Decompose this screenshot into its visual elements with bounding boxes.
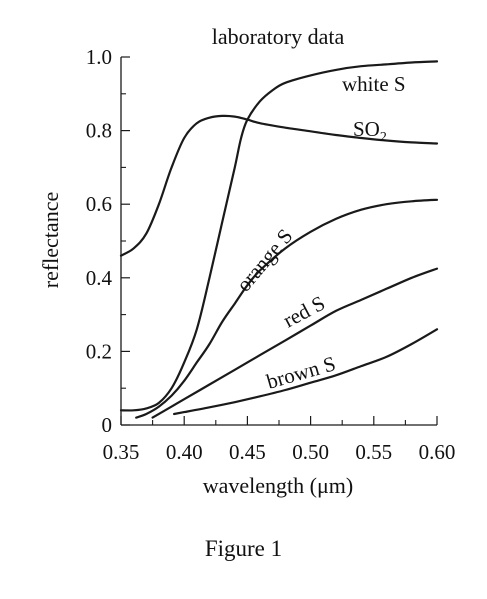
axes: 0 0.2 0.4 0.6 0.8 1.0 0.35 0.40 0.45 0.50 0.55 0.60: [86, 45, 456, 464]
y-axis-label: reflectance: [38, 192, 63, 288]
x-tick-label: 0.50: [292, 440, 329, 464]
y-tick-label: 0.2: [86, 339, 112, 363]
series-line-orange-s: [135, 198, 439, 419]
series-line-red-s: [151, 267, 439, 419]
series-label-white-s: white S: [342, 72, 406, 96]
series-line-so2: [119, 114, 439, 257]
x-tick-label: 0.35: [103, 440, 140, 464]
plot-lines: [119, 60, 439, 419]
x-tick-label: 0.45: [229, 440, 266, 464]
x-tick-label: 0.60: [419, 440, 456, 464]
series-label-brown-s: brown S: [264, 351, 338, 394]
y-tick-label: 0.4: [86, 266, 113, 290]
series-label-so2: SO2: [353, 117, 387, 145]
chart-title: laboratory data: [212, 24, 345, 49]
series-label-red-s: red S: [279, 291, 329, 333]
reflectance-chart: laboratory data 0 0.2 0.4 0.6 0.8 1.0 0.35 0.40…: [38, 24, 456, 498]
x-tick-label: 0.55: [355, 440, 392, 464]
y-tick-label: 0.6: [86, 192, 112, 216]
x-tick-label: 0.40: [166, 440, 203, 464]
y-tick-label: 1.0: [86, 45, 112, 69]
x-axis-label: wavelength (μm): [203, 473, 353, 498]
y-tick-label: 0.8: [86, 119, 112, 143]
y-tick-label: 0: [102, 413, 113, 437]
series-line-brown-s: [173, 328, 439, 416]
series-line-white-s: [119, 60, 439, 412]
figure-caption: Figure 1: [204, 536, 283, 561]
series-label-orange-s: orange S: [231, 224, 297, 296]
